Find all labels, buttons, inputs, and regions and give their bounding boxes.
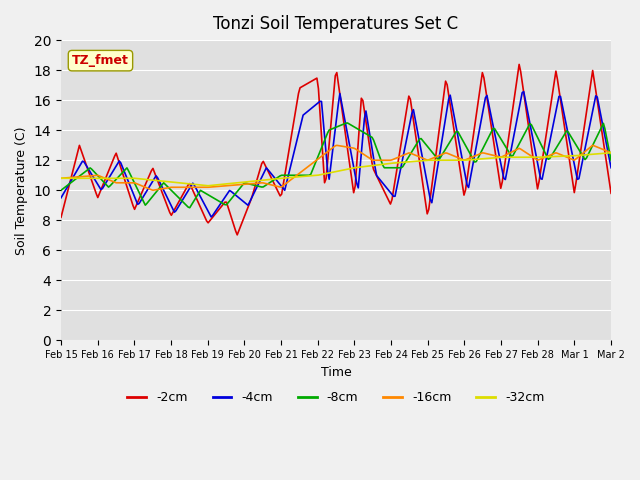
-8cm bbox=[186, 205, 193, 211]
-4cm bbox=[580, 153, 588, 159]
-4cm bbox=[223, 192, 230, 198]
-8cm bbox=[125, 168, 132, 174]
-4cm bbox=[57, 195, 65, 201]
-8cm bbox=[57, 187, 65, 193]
-8cm bbox=[607, 157, 615, 163]
-4cm bbox=[207, 214, 215, 220]
-2cm bbox=[234, 232, 241, 238]
-2cm bbox=[57, 215, 65, 220]
X-axis label: Time: Time bbox=[321, 366, 351, 379]
-16cm bbox=[149, 187, 157, 193]
-32cm bbox=[241, 179, 249, 185]
-4cm bbox=[125, 179, 132, 185]
Legend: -2cm, -4cm, -8cm, -16cm, -32cm: -2cm, -4cm, -8cm, -16cm, -32cm bbox=[122, 386, 550, 409]
-32cm bbox=[125, 175, 132, 181]
Line: -32cm: -32cm bbox=[61, 153, 611, 186]
-16cm bbox=[300, 168, 307, 173]
-4cm bbox=[241, 200, 249, 205]
-8cm bbox=[223, 202, 230, 208]
-8cm bbox=[250, 182, 258, 188]
-8cm bbox=[344, 120, 351, 126]
-2cm bbox=[241, 212, 249, 218]
-16cm bbox=[578, 151, 586, 157]
Title: Tonzi Soil Temperatures Set C: Tonzi Soil Temperatures Set C bbox=[214, 15, 459, 33]
-32cm bbox=[578, 152, 586, 158]
-2cm bbox=[607, 191, 615, 196]
-8cm bbox=[580, 154, 588, 160]
-2cm bbox=[515, 61, 523, 67]
-32cm bbox=[223, 181, 230, 187]
-8cm bbox=[241, 180, 249, 186]
-16cm bbox=[223, 183, 230, 189]
-2cm bbox=[221, 199, 229, 205]
-4cm bbox=[607, 165, 615, 170]
Y-axis label: Soil Temperature (C): Soil Temperature (C) bbox=[15, 126, 28, 254]
-4cm bbox=[300, 112, 307, 118]
-16cm bbox=[125, 180, 132, 186]
-32cm bbox=[250, 178, 258, 184]
-32cm bbox=[204, 183, 212, 189]
-2cm bbox=[300, 83, 307, 89]
-32cm bbox=[607, 150, 615, 156]
-32cm bbox=[57, 175, 65, 181]
-16cm bbox=[607, 150, 615, 156]
Line: -2cm: -2cm bbox=[61, 64, 611, 235]
-16cm bbox=[241, 181, 249, 187]
Text: TZ_fmet: TZ_fmet bbox=[72, 54, 129, 67]
-4cm bbox=[250, 190, 258, 196]
-16cm bbox=[57, 175, 65, 181]
-16cm bbox=[589, 143, 596, 148]
-16cm bbox=[250, 180, 258, 186]
-4cm bbox=[520, 89, 527, 95]
-8cm bbox=[300, 172, 307, 178]
Line: -4cm: -4cm bbox=[61, 92, 611, 217]
-2cm bbox=[125, 189, 132, 194]
-2cm bbox=[580, 129, 588, 135]
Line: -16cm: -16cm bbox=[61, 145, 611, 190]
-32cm bbox=[300, 174, 307, 180]
Line: -8cm: -8cm bbox=[61, 123, 611, 208]
-2cm bbox=[250, 187, 258, 192]
